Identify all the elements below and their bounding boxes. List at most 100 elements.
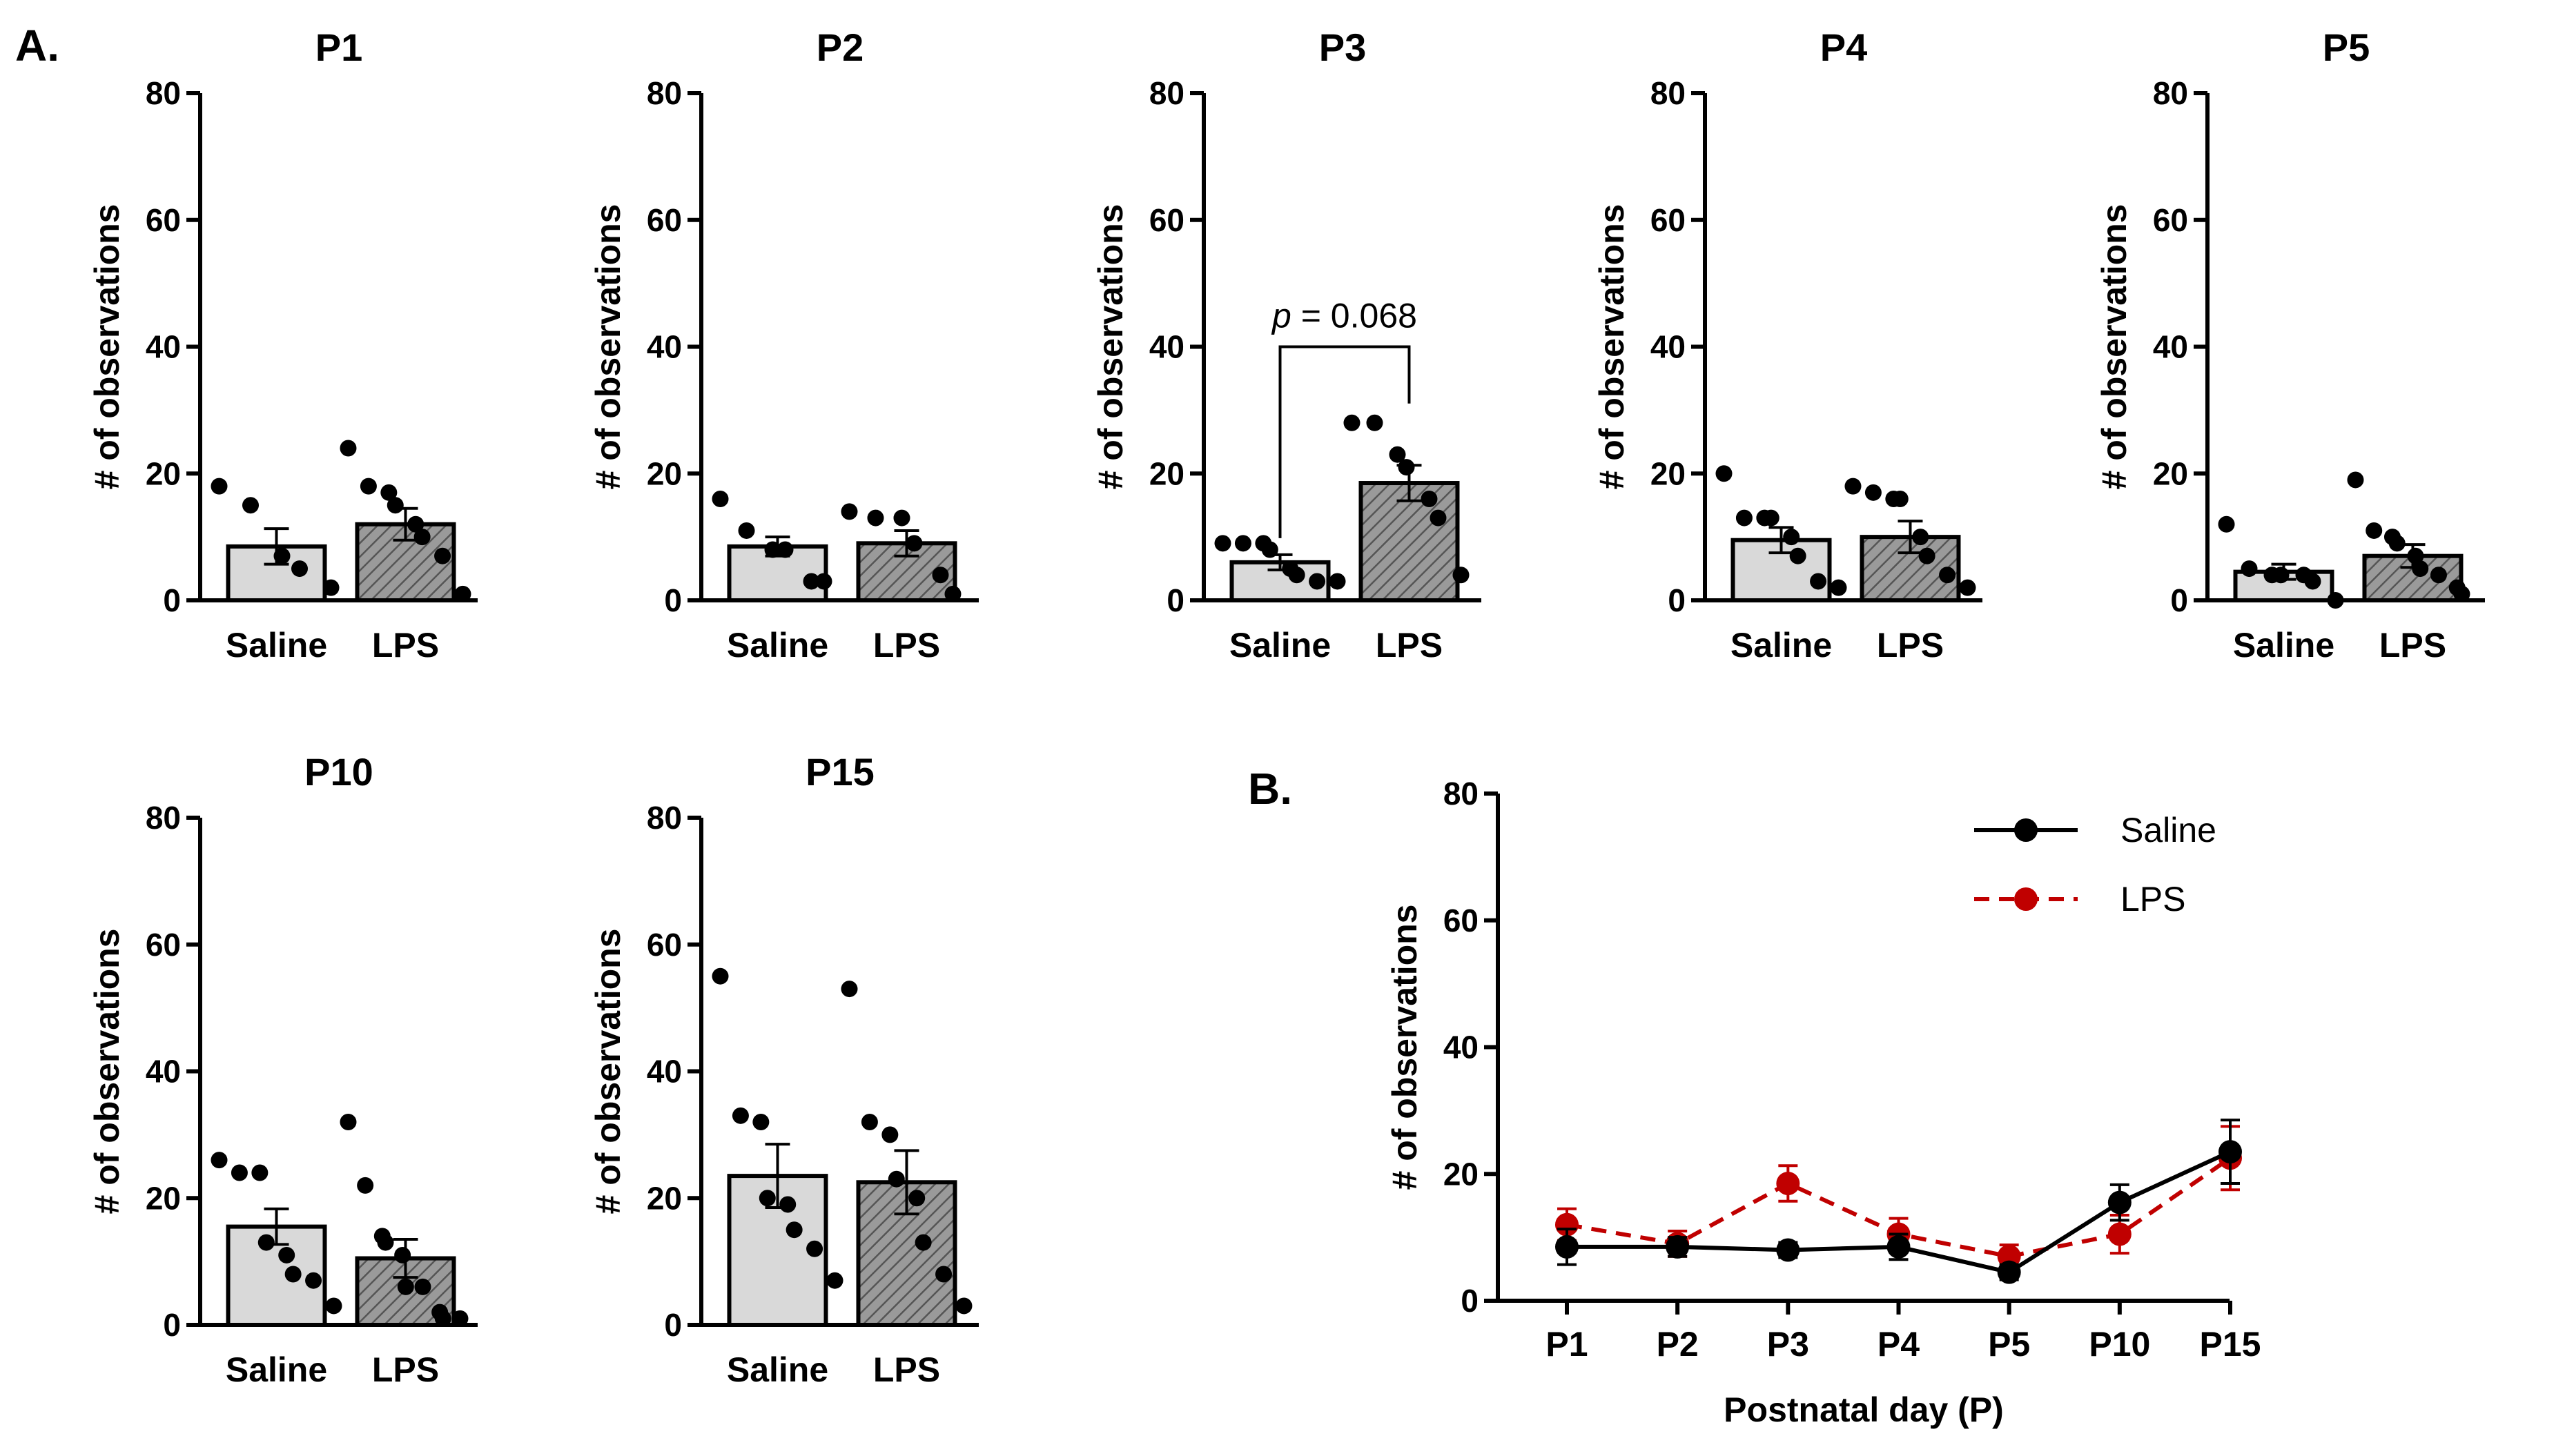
chart-p2-datapoint-saline xyxy=(738,522,755,539)
chart-p5-datapoint-lps xyxy=(2430,567,2447,584)
chart-p5-datapoint-saline xyxy=(2304,573,2321,590)
chart-p4-ytick-label: 40 xyxy=(1650,329,1686,365)
chart-p1-ytick-label: 80 xyxy=(146,75,181,111)
chart-p15-datapoint-lps xyxy=(955,1297,973,1315)
chart-b-xtick-label-p1: P1 xyxy=(1545,1325,1588,1364)
chart-p4-ytick-label: 20 xyxy=(1650,455,1686,491)
chart-b-xtick-label-p4: P4 xyxy=(1878,1325,1920,1364)
chart-p10-ytick-label: 40 xyxy=(146,1054,181,1090)
chart-p1-xcat-saline: Saline xyxy=(226,626,327,665)
chart-p15-datapoint-lps xyxy=(861,1114,878,1130)
chart-b-datapoint-lps xyxy=(2107,1222,2132,1246)
chart-p1-datapoint-saline xyxy=(211,478,228,495)
chart-p15-title: P15 xyxy=(806,750,875,794)
chart-b-ytick-label: 60 xyxy=(1443,903,1479,938)
chart-p4-datapoint-saline xyxy=(1810,573,1827,590)
bar-chart-p1: 0 20 40 60 80 # of observations P1 Saline LPS xyxy=(88,26,478,665)
chart-p4-datapoint-lps xyxy=(1844,478,1862,495)
chart-p4-datapoint-saline xyxy=(1783,529,1800,546)
chart-p5-datapoint-lps xyxy=(2388,535,2406,552)
chart-p15-datapoint-saline xyxy=(786,1221,803,1239)
chart-p1-xcat-lps: LPS xyxy=(372,626,439,665)
chart-p2-ytick-label: 80 xyxy=(647,75,682,111)
bar-chart-p3: 0 20 40 60 80 # of observations P3 Saline LPS p =… xyxy=(1091,26,1481,665)
chart-p3-datapoint-lps xyxy=(1366,414,1383,431)
chart-p10-datapoint-lps xyxy=(434,1310,451,1327)
chart-p4-datapoint-lps xyxy=(1939,567,1956,584)
legend-label-lps: LPS xyxy=(2120,880,2186,918)
chart-p3-p-symbol: p xyxy=(1271,297,1291,335)
chart-p2-datapoint-saline xyxy=(777,541,794,558)
chart-p4-y-axis-label: # of observations xyxy=(1592,204,1631,490)
chart-p10-datapoint-saline xyxy=(278,1246,295,1263)
chart-p1-y-axis-label: # of observations xyxy=(88,204,126,490)
chart-p2-xcat-lps: LPS xyxy=(873,626,940,665)
chart-p15-datapoint-lps xyxy=(908,1190,926,1207)
chart-p15-datapoint-lps xyxy=(915,1234,932,1251)
chart-p3-datapoint-saline xyxy=(1261,541,1278,558)
chart-b-xtick-label-p10: P10 xyxy=(2089,1325,2150,1364)
chart-p15-datapoint-lps xyxy=(888,1170,905,1188)
chart-p10-ytick-label: 80 xyxy=(146,800,181,836)
chart-b-x-axis-label: Postnatal day (P) xyxy=(1724,1390,2004,1429)
bar-chart-p15: 0 20 40 60 80 # of observations P15 Saline LPS xyxy=(589,750,979,1389)
chart-b-xtick-label-p5: P5 xyxy=(1988,1325,2030,1364)
chart-p3-title: P3 xyxy=(1319,26,1367,69)
chart-p2-ytick-label: 40 xyxy=(647,329,682,365)
chart-p4-xcat-lps: LPS xyxy=(1877,626,1944,665)
chart-p15-datapoint-saline xyxy=(732,1107,749,1124)
chart-p10-y-axis-label: # of observations xyxy=(88,929,126,1214)
chart-p3-datapoint-saline xyxy=(1234,535,1251,552)
chart-p15-datapoint-saline xyxy=(806,1240,823,1257)
chart-p15-datapoint-lps xyxy=(935,1266,953,1283)
chart-p4-datapoint-lps xyxy=(1864,484,1882,501)
chart-p1-datapoint-saline xyxy=(322,579,340,596)
chart-b-datapoint-saline xyxy=(1666,1234,1690,1259)
chart-b-datapoint-saline xyxy=(2218,1140,2242,1164)
chart-p2-datapoint-lps xyxy=(841,503,858,520)
chart-p1-datapoint-saline xyxy=(273,547,291,564)
chart-p5-datapoint-saline xyxy=(2272,567,2290,584)
panel-b-label: B. xyxy=(1248,764,1292,814)
chart-p1-datapoint-lps xyxy=(454,585,471,602)
chart-p15-datapoint-saline xyxy=(712,967,729,985)
chart-p3-datapoint-saline xyxy=(1288,567,1305,584)
chart-p1-ytick-label: 60 xyxy=(146,202,181,238)
chart-p10-datapoint-lps xyxy=(377,1234,394,1251)
chart-p10-datapoint-lps xyxy=(414,1278,431,1295)
chart-p2-y-axis-label: # of observations xyxy=(589,204,627,490)
chart-p1-datapoint-saline xyxy=(242,497,259,514)
chart-p10-datapoint-saline xyxy=(211,1152,228,1169)
chart-p2-datapoint-lps xyxy=(932,567,949,584)
chart-p2-datapoint-lps xyxy=(893,509,910,527)
chart-p4-xcat-saline: Saline xyxy=(1730,626,1832,665)
chart-b-datapoint-saline xyxy=(1776,1238,1800,1262)
chart-p10-datapoint-saline xyxy=(251,1164,269,1181)
chart-p10-datapoint-saline xyxy=(305,1272,322,1289)
chart-p3-datapoint-lps xyxy=(1398,459,1415,476)
chart-p5-xcat-saline: Saline xyxy=(2233,626,2334,665)
chart-p3-bar-lps xyxy=(1358,481,1460,602)
chart-p3-p-text: = 0.068 xyxy=(1291,297,1417,335)
chart-p1-datapoint-lps xyxy=(360,478,377,495)
panel-a-label: A. xyxy=(15,21,59,70)
legend-label-saline: Saline xyxy=(2120,811,2216,849)
chart-p15-xcat-lps: LPS xyxy=(873,1350,940,1389)
bar-chart-p5: 0 20 40 60 80 # of observations P5 Saline LPS xyxy=(2095,26,2485,665)
chart-p10-datapoint-lps xyxy=(451,1310,469,1327)
bar-chart-p4: 0 20 40 60 80 # of observations P4 Saline LPS xyxy=(1592,26,1982,665)
legend-marker-saline xyxy=(2014,818,2038,842)
chart-p15-ytick-label: 40 xyxy=(647,1054,682,1090)
chart-p2-ytick-label: 0 xyxy=(664,582,682,618)
chart-p4-ytick-label: 80 xyxy=(1650,75,1686,111)
chart-p10-datapoint-saline xyxy=(325,1297,342,1315)
chart-b-datapoint-saline xyxy=(1886,1234,1911,1259)
chart-p10-datapoint-saline xyxy=(284,1266,302,1283)
bar-chart-p2: 0 20 40 60 80 # of observations P2 Saline LPS xyxy=(589,26,979,665)
chart-p3-datapoint-saline xyxy=(1329,573,1346,590)
chart-p10-datapoint-lps xyxy=(340,1114,357,1130)
chart-p4-datapoint-saline xyxy=(1789,547,1806,564)
chart-p1-title: P1 xyxy=(315,26,363,69)
chart-p3-ytick-label: 40 xyxy=(1149,329,1184,365)
chart-p3-datapoint-lps xyxy=(1452,567,1470,584)
